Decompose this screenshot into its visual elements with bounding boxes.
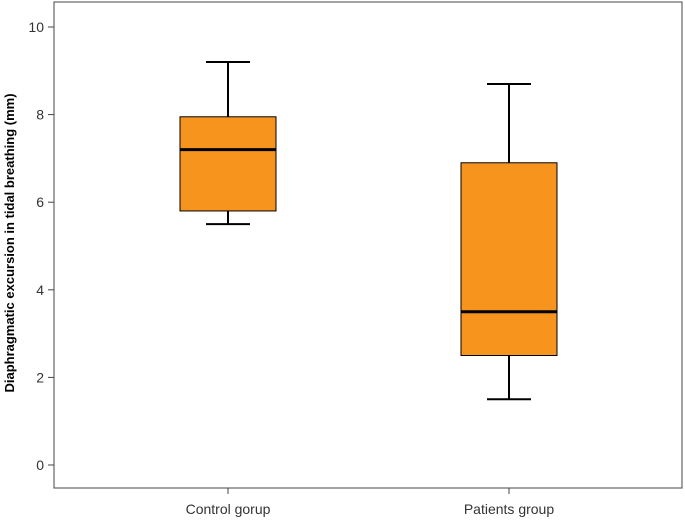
y-tick-label: 0 — [36, 457, 44, 473]
y-tick-label: 6 — [36, 194, 44, 210]
box-2 — [460, 82, 558, 401]
y-tick-label: 4 — [36, 282, 44, 298]
box-1 — [179, 61, 277, 226]
y-tick-label: 10 — [28, 19, 44, 35]
y-tick-label: 2 — [36, 369, 44, 385]
iqr-box — [179, 116, 277, 212]
y-tick-label: 8 — [36, 107, 44, 123]
plot-frame — [53, 1, 683, 489]
iqr-box — [460, 162, 558, 356]
y-axis-label: Diaphragmatic excursion in tidal breathi… — [2, 93, 17, 392]
x-tick-label: Patients group — [464, 501, 554, 517]
x-tick-label: Control gorup — [186, 501, 271, 517]
